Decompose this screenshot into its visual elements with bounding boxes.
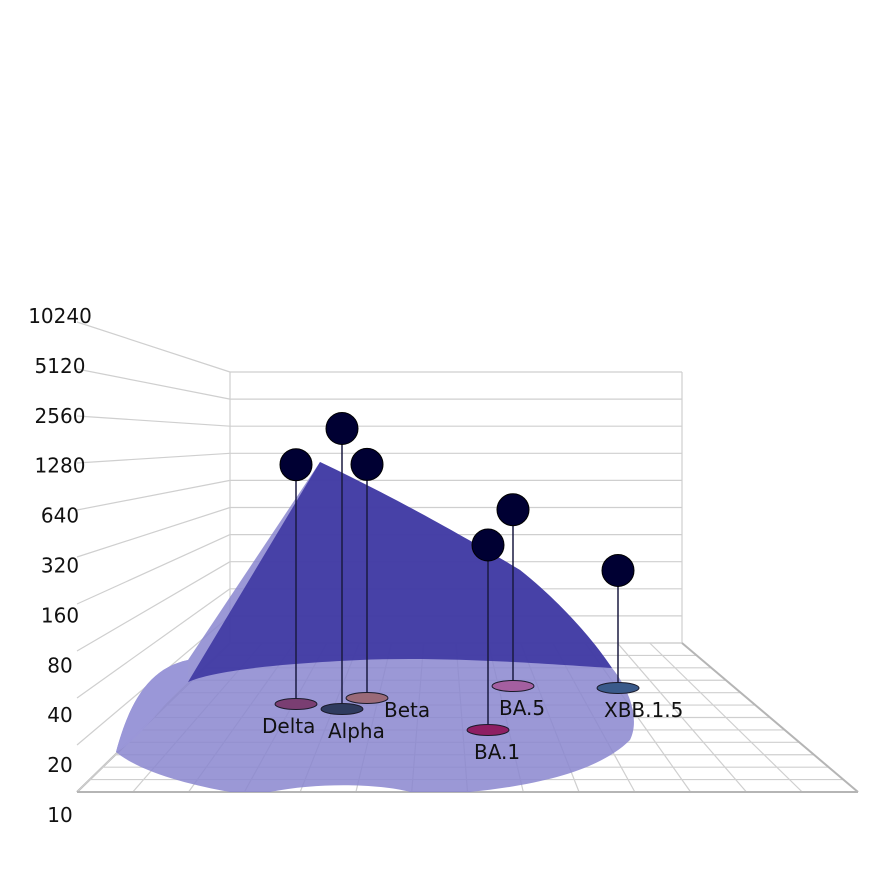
side-wall-gridline bbox=[76, 588, 231, 699]
point-floor-marker bbox=[345, 692, 389, 704]
data-point-group: BA.1 bbox=[466, 528, 520, 764]
point-label: BA.1 bbox=[474, 740, 520, 764]
side-wall-gridline bbox=[76, 415, 231, 427]
side-wall-gridline bbox=[76, 321, 231, 373]
point-label: Beta bbox=[384, 698, 430, 722]
point-label: BA.5 bbox=[499, 696, 545, 720]
side-wall-gridline bbox=[76, 506, 231, 558]
data-point-group: Delta bbox=[262, 448, 318, 738]
floor-right-edge bbox=[681, 642, 859, 793]
point-sphere bbox=[601, 553, 635, 587]
point-sphere bbox=[279, 448, 313, 482]
point-floor-marker bbox=[596, 682, 640, 694]
point-label: XBB.1.5 bbox=[604, 698, 683, 722]
z-tick-label: 5120 bbox=[35, 354, 86, 378]
point-floor-marker bbox=[466, 724, 510, 736]
z-tick-label: 320 bbox=[41, 554, 79, 578]
z-tick-label: 10240 bbox=[28, 304, 92, 328]
point-floor-marker bbox=[274, 698, 318, 710]
data-point-group: Beta bbox=[345, 447, 430, 722]
point-floor-marker bbox=[491, 680, 535, 692]
z-tick-label: 640 bbox=[41, 504, 79, 528]
landscape-edge-surface bbox=[116, 660, 188, 752]
z-tick-label: 40 bbox=[47, 703, 72, 727]
point-label: Delta bbox=[262, 714, 315, 738]
point-sphere bbox=[325, 411, 359, 445]
z-tick-label: 2560 bbox=[35, 404, 86, 428]
z-tick-label: 160 bbox=[41, 603, 79, 627]
point-floor-marker bbox=[320, 703, 364, 715]
side-wall-gridline bbox=[76, 561, 231, 652]
side-wall-gridline bbox=[76, 368, 231, 400]
data-point-group: BA.5 bbox=[491, 493, 545, 720]
side-wall-gridline bbox=[76, 452, 231, 464]
point-sphere bbox=[496, 493, 530, 527]
point-sphere bbox=[471, 528, 505, 562]
data-point-group: XBB.1.5 bbox=[596, 553, 683, 722]
point-sphere bbox=[350, 447, 384, 481]
side-wall-gridline bbox=[76, 479, 231, 511]
z-tick-label: 10 bbox=[47, 803, 72, 827]
z-tick-label: 1280 bbox=[35, 454, 86, 478]
point-label: Alpha bbox=[328, 719, 385, 743]
data-point-group: Alpha bbox=[320, 411, 385, 743]
z-tick-label: 20 bbox=[47, 753, 72, 777]
surface-layer bbox=[116, 462, 634, 792]
landscape-peak-surface bbox=[188, 462, 612, 682]
z-tick-label: 80 bbox=[47, 653, 72, 677]
side-wall-gridline bbox=[76, 534, 231, 605]
